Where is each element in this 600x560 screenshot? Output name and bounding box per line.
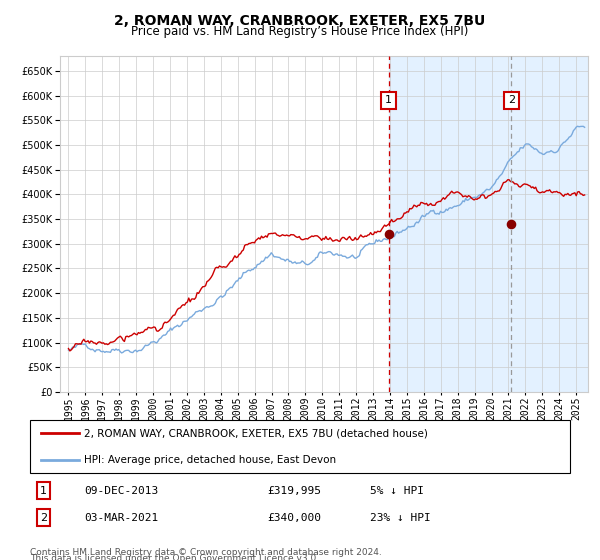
Text: 1: 1 [40,486,47,496]
Text: This data is licensed under the Open Government Licence v3.0.: This data is licensed under the Open Gov… [30,554,319,560]
Text: 5% ↓ HPI: 5% ↓ HPI [370,486,424,496]
Text: 1: 1 [385,95,392,105]
Text: Price paid vs. HM Land Registry’s House Price Index (HPI): Price paid vs. HM Land Registry’s House … [131,25,469,38]
Text: 2, ROMAN WAY, CRANBROOK, EXETER, EX5 7BU: 2, ROMAN WAY, CRANBROOK, EXETER, EX5 7BU [115,14,485,28]
Point [384,230,394,239]
Text: 2: 2 [508,95,515,105]
Text: HPI: Average price, detached house, East Devon: HPI: Average price, detached house, East… [84,455,336,465]
Text: 2, ROMAN WAY, CRANBROOK, EXETER, EX5 7BU (detached house): 2, ROMAN WAY, CRANBROOK, EXETER, EX5 7BU… [84,428,428,438]
Text: 09-DEC-2013: 09-DEC-2013 [84,486,158,496]
Text: £319,995: £319,995 [268,486,322,496]
Point [506,220,516,228]
Text: 23% ↓ HPI: 23% ↓ HPI [370,512,431,522]
Text: Contains HM Land Registry data © Crown copyright and database right 2024.: Contains HM Land Registry data © Crown c… [30,548,382,557]
Bar [389,56,588,392]
Text: £340,000: £340,000 [268,512,322,522]
Text: 03-MAR-2021: 03-MAR-2021 [84,512,158,522]
Text: 2: 2 [40,512,47,522]
